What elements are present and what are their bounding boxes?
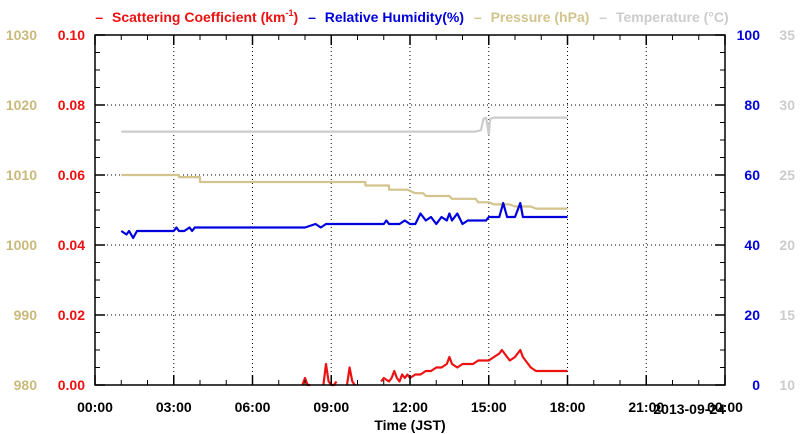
x-tick-label: 03:00	[156, 399, 192, 415]
plot-area	[95, 35, 725, 385]
temperature-tick-label: 15	[779, 307, 795, 323]
series-layer	[120, 116, 568, 387]
temperature-tick-label: 30	[779, 97, 795, 113]
scattering-tick-label: 0.10	[58, 27, 85, 43]
legend-humidity-label: Relative Humidity(%)	[325, 9, 464, 25]
legend: – Scattering Coefficient (km-1) – Relati…	[95, 8, 728, 25]
temperature-tick-label: 25	[779, 167, 795, 183]
legend-pressure-label: Pressure (hPa)	[491, 9, 590, 25]
x-tick-label: 18:00	[550, 399, 586, 415]
legend-pressure-dash: –	[474, 9, 482, 25]
x-tick-label: 00:00	[707, 399, 743, 415]
humidity-tick-label: 60	[744, 167, 760, 183]
pressure-tick-label: 1020	[6, 97, 37, 113]
scattering-tick-label: 0.00	[58, 377, 85, 393]
legend-temperature-label: Temperature (°C)	[616, 9, 729, 25]
humidity-tick-label: 80	[744, 97, 760, 113]
x-tick-label: 12:00	[392, 399, 428, 415]
temperature-tick-label: 10	[779, 377, 795, 393]
temperature-tick-label: 20	[779, 237, 795, 253]
humidity-tick-label: 20	[744, 307, 760, 323]
pressure-tick-label: 990	[14, 307, 38, 323]
scattering-tick-label: 0.06	[58, 167, 85, 183]
legend-humidity-dash: –	[308, 9, 316, 25]
pressure-tick-label: 1000	[6, 237, 37, 253]
humidity-tick-label: 100	[737, 27, 761, 43]
x-tick-label: 06:00	[235, 399, 271, 415]
grid-lines	[95, 35, 725, 385]
pressure-tick-label: 1010	[6, 167, 37, 183]
scattering-tick-label: 0.04	[58, 237, 85, 253]
legend-scattering-dash: –	[95, 9, 103, 25]
x-tick-label: 09:00	[313, 399, 349, 415]
pressure-tick-label: 980	[14, 377, 38, 393]
axis-labels: 00:00 03:00 06:00 09:00 12:00 15:00 18:00 21:00…	[6, 27, 795, 415]
legend-scattering-sup: -1	[285, 8, 293, 18]
series-line-scattering	[345, 366, 356, 386]
x-axis-title: Time (JST)	[374, 417, 445, 433]
tick-marks	[94, 34, 726, 386]
legend-scattering-label: Scattering Coefficient (km	[112, 9, 285, 25]
x-tick-label: 15:00	[471, 399, 507, 415]
series-line-humidity	[120, 201, 568, 240]
series-line-temperature	[121, 116, 568, 136]
legend-scattering-tail: )	[294, 9, 299, 25]
scattering-tick-label: 0.02	[58, 307, 85, 323]
pressure-tick-label: 1030	[6, 27, 37, 43]
date-label: 2013-09-24	[653, 401, 725, 417]
temperature-tick-label: 35	[779, 27, 795, 43]
x-tick-label: 21:00	[628, 399, 664, 415]
legend-temperature-dash: –	[599, 9, 607, 25]
x-tick-label: 00:00	[77, 399, 113, 415]
humidity-tick-label: 40	[744, 237, 760, 253]
humidity-tick-label: 0	[752, 377, 760, 393]
series-line-scattering	[380, 348, 568, 383]
scattering-tick-label: 0.08	[58, 97, 85, 113]
